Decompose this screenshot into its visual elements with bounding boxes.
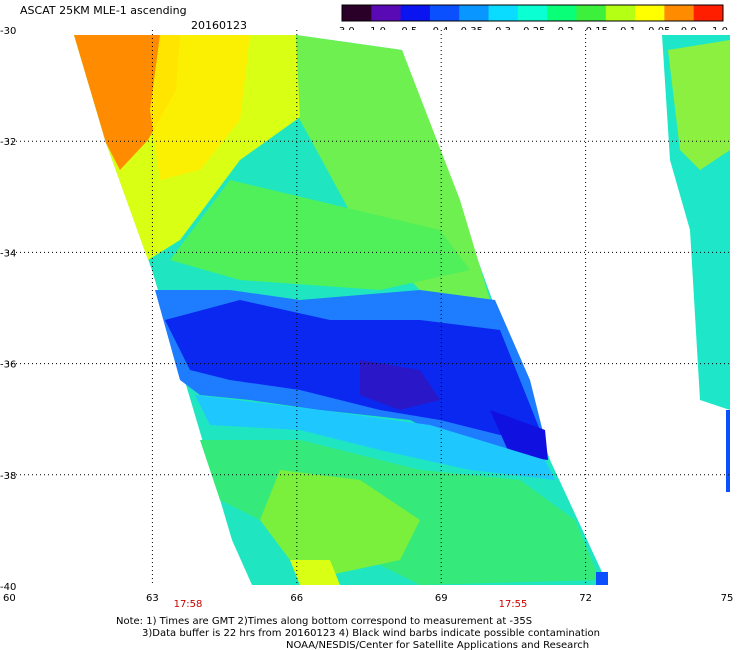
time-label-left: 17:58 [174,599,203,610]
figure-title: ASCAT 25KM MLE-1 ascending [20,4,187,17]
lat-tick-label: -30 [0,26,16,37]
colorbar-swatch [664,5,695,21]
lat-tick-label: -36 [0,360,16,371]
colorbar-swatch [371,5,402,21]
colorbar-swatch [342,5,372,21]
lat-tick-label: -34 [0,248,16,259]
colorbar-swatch [693,5,724,21]
note-line-1: Note: 1) Times are GMT 2)Times along bot… [116,616,532,627]
map-grid [8,30,730,586]
lon-tick-label: 66 [290,593,303,604]
note-line-3: NOAA/NESDIS/Center for Satellite Applica… [286,640,589,650]
colorbar-swatch [635,5,665,21]
time-label-right: 17:55 [499,599,528,610]
lat-tick-label: -38 [0,471,16,482]
colorbar-swatch [400,5,431,21]
footnotes: Note: 1) Times are GMT 2)Times along bot… [116,616,600,650]
colorbar-swatch [605,5,636,21]
figure-date: 20160123 [191,19,247,32]
colorbar-swatch [488,5,519,21]
colorbar-swatch [429,5,460,21]
lat-tick-label: -32 [0,137,16,148]
lon-tick-label: 72 [579,593,592,604]
lon-tick-label: 60 [3,593,16,604]
colorbar-swatch [576,5,607,21]
colorbar-frame [341,4,724,22]
swath-main [74,35,608,585]
swath-right [662,35,730,492]
lat-tick-label: -40 [0,582,16,593]
lon-tick-label: 69 [435,593,448,604]
colorbar-swatch [517,5,548,21]
lon-tick-label: 75 [721,593,734,604]
colorbar-swatch [459,5,490,21]
map-panel: -30 -32 -34 -36 -38 -40 60 63 66 69 72 75 17:58 17… [0,26,734,610]
colorbar-swatch [547,5,577,21]
lon-tick-label: 63 [146,593,159,604]
note-line-2: 3)Data buffer is 22 hrs from 20160123 4)… [142,628,600,639]
